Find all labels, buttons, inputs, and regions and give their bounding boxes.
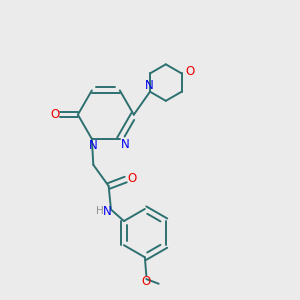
Text: O: O — [142, 275, 151, 289]
Text: O: O — [185, 65, 194, 79]
Text: N: N — [121, 138, 130, 151]
Text: N: N — [145, 79, 154, 92]
Text: N: N — [89, 139, 98, 152]
Text: N: N — [103, 205, 112, 218]
Text: O: O — [50, 108, 59, 121]
Text: H: H — [96, 206, 104, 216]
Text: O: O — [127, 172, 136, 184]
